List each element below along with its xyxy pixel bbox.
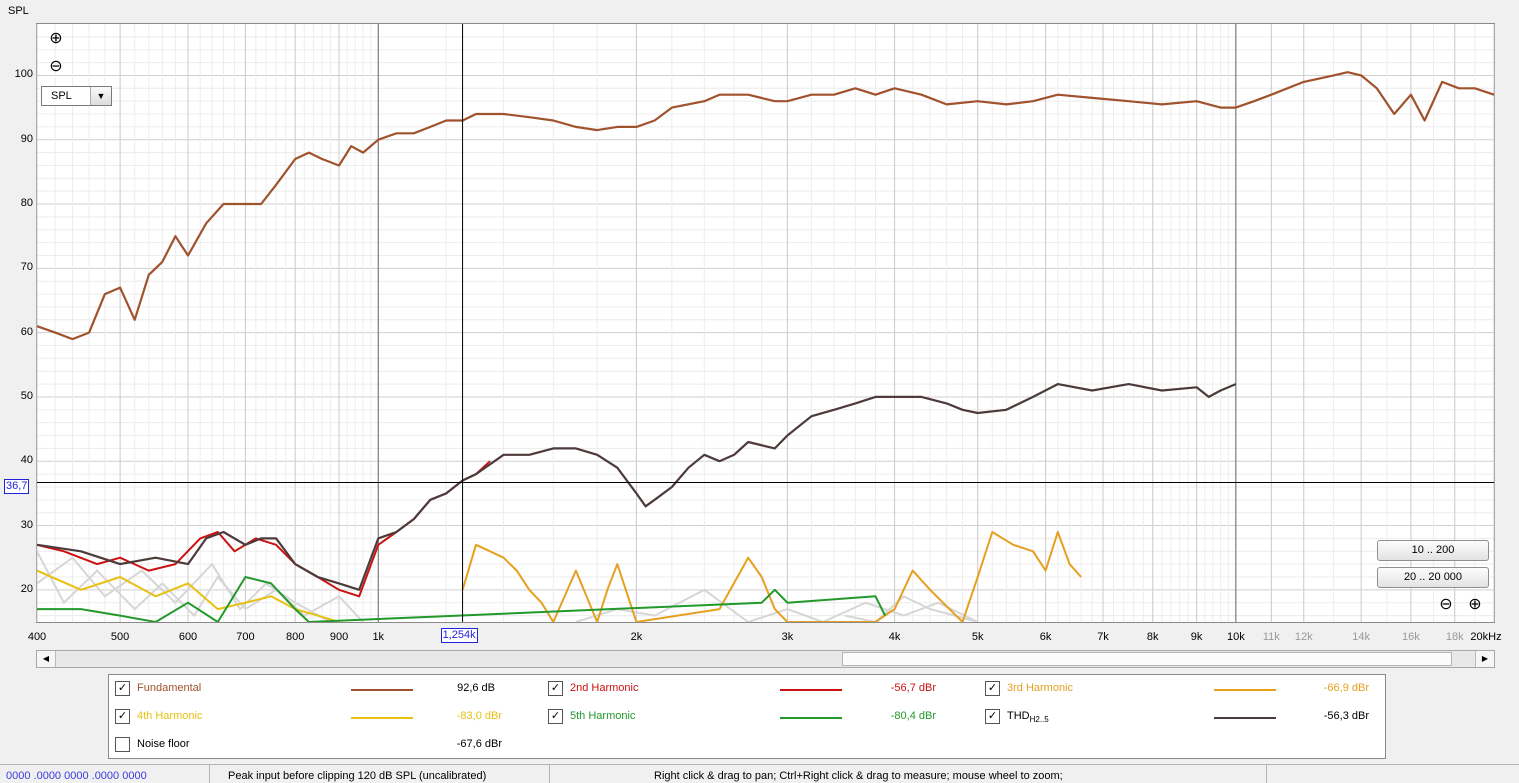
legend-swatch [351,689,413,691]
x-tick-label: 11k [1262,631,1280,643]
thd-sub-label: H2..5 [1029,715,1049,725]
legend-value: -56,3 dBr [1323,710,1369,722]
status-bar: 0000 .0000 0000 .0000 0000 Peak input be… [0,764,1519,783]
unit-select[interactable]: SPL ▼ [41,86,112,106]
x-tick-label: 12k [1294,631,1313,643]
x-zoom-out-icon[interactable]: ⊖ [1439,596,1453,613]
legend-value: -67,6 dBr [456,738,502,750]
legend-item-thd[interactable]: ✓ THDH2..5 -56,3 dBr [985,709,1375,727]
y-axis-title: SPL [8,5,29,17]
zoom-out-icon[interactable]: ⊖ [49,58,63,75]
x-tick-label: 8k [1146,631,1159,643]
legend-item-4th-harmonic[interactable]: ✓ 4th Harmonic -83,0 dBr [115,709,505,727]
legend-checkbox[interactable]: ✓ [548,681,563,696]
range-20-20000-button[interactable]: 20 .. 20 000 [1377,567,1489,588]
x-tick-label: 14k [1352,631,1371,643]
chart-plot-area[interactable] [36,23,1495,623]
legend-item-3rd-harmonic[interactable]: ✓ 3rd Harmonic -66,9 dBr [985,681,1375,699]
x-tick-label: 5k [971,631,984,643]
status-peak-input: Peak input before clipping 120 dB SPL (u… [222,765,550,783]
legend-label: 5th Harmonic [570,710,636,722]
legend-item-noise-floor[interactable]: Noise floor -67,6 dBr [115,737,505,755]
chevron-down-icon: ▼ [90,87,111,105]
x-tick-label: 700 [236,631,255,643]
horizontal-scrollbar[interactable]: ◀ ▶ [36,650,1495,668]
legend-item-2nd-harmonic[interactable]: ✓ 2nd Harmonic -56,7 dBr [548,681,938,699]
x-tick-label: 4k [888,631,901,643]
legend-checkbox[interactable]: ✓ [985,709,1000,724]
scrollbar-thumb[interactable] [842,652,1452,666]
x-tick-label: 16k [1402,631,1420,643]
x-tick-label: 800 [285,631,305,643]
range-10-200-button[interactable]: 10 .. 200 [1377,540,1489,561]
legend-value: -80,4 dBr [890,710,936,722]
y-tick-label: 100 [14,68,33,81]
legend-label: Noise floor [137,738,190,750]
legend-label: 3rd Harmonic [1007,682,1074,694]
y-tick-label: 20 [20,582,33,595]
legend-label: 4th Harmonic [137,710,203,722]
x-tick-label: 3k [781,631,794,643]
y-tick-label: 30 [20,518,33,531]
x-tick-label: 600 [178,631,198,643]
x-tick-label: 1k [372,631,385,643]
y-tick-label: 40 [20,454,33,467]
y-tick-label: 60 [20,325,33,338]
legend-value: 92,6 dB [457,682,495,694]
legend-swatch [1214,689,1276,691]
scroll-left-icon[interactable]: ◀ [37,651,56,667]
x-tick-label: 20kHz [1470,631,1502,643]
x-tick-label: 400 [27,631,47,643]
thd-label: THD [1007,710,1030,722]
legend-panel: ✓ Fundamental 92,6 dB ✓ 2nd Harmonic -56… [108,674,1386,759]
legend-checkbox[interactable]: ✓ [115,709,130,724]
legend-checkbox[interactable]: ✓ [548,709,563,724]
legend-item-fundamental[interactable]: ✓ Fundamental 92,6 dB [115,681,505,699]
x-tick-label: 2k [630,631,643,643]
legend-swatch [780,689,842,691]
y-tick-label: 70 [20,261,33,274]
x-tick-label: 9k [1190,631,1203,643]
cursor-x-readout: 1,254k [440,628,478,643]
scroll-right-icon[interactable]: ▶ [1475,651,1494,667]
unit-select-value: SPL [51,90,72,102]
legend-checkbox[interactable]: ✓ [985,681,1000,696]
status-coords: 0000 .0000 0000 .0000 0000 [0,765,210,783]
status-hint: Right click & drag to pan; Ctrl+Right cl… [550,765,1267,783]
cursor-y-readout: 36,7 [4,479,30,494]
legend-value: -56,7 dBr [890,682,936,694]
legend-value: -83,0 dBr [456,710,502,722]
legend-checkbox[interactable] [115,737,130,752]
x-tick-label: 900 [329,631,349,643]
legend-checkbox[interactable]: ✓ [115,681,130,696]
x-tick-label: 10k [1226,631,1245,643]
legend-label: 2nd Harmonic [570,682,639,694]
x-zoom-in-icon[interactable]: ⊕ [1468,596,1482,613]
x-tick-label: 18k [1445,631,1464,643]
y-tick-label: 50 [20,389,33,402]
y-tick-label: 90 [20,132,33,145]
legend-swatch [351,717,413,719]
x-tick-label: 7k [1097,631,1109,643]
legend-label: THDH2..5 [1007,710,1049,724]
y-tick-label: 80 [20,197,33,210]
legend-swatch [780,717,842,719]
legend-swatch [1214,717,1276,719]
legend-value: -66,9 dBr [1323,682,1369,694]
legend-label: Fundamental [137,682,202,694]
x-tick-label: 500 [110,631,130,643]
zoom-in-icon[interactable]: ⊕ [49,30,63,47]
legend-item-5th-harmonic[interactable]: ✓ 5th Harmonic -80,4 dBr [548,709,938,727]
x-tick-label: 6k [1039,631,1052,643]
